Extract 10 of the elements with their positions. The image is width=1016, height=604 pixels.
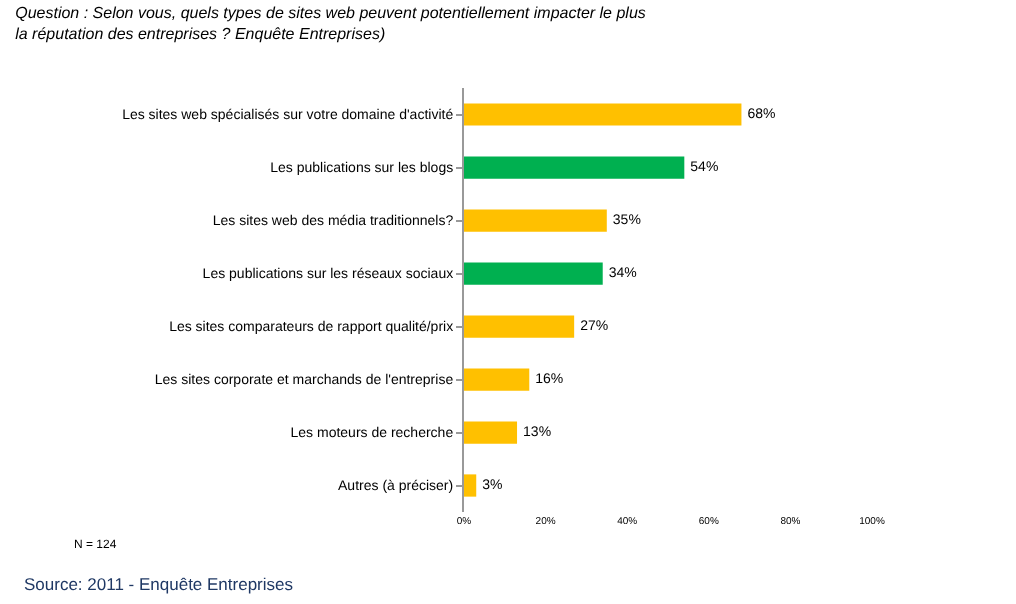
- bar: [464, 262, 603, 285]
- source-note: Source: 2011 - Enquête Entreprises: [24, 574, 294, 594]
- bar: [464, 103, 742, 126]
- bar: [464, 315, 575, 338]
- bar: [464, 421, 518, 444]
- bar: [464, 474, 477, 497]
- text: Question : Selon vous, quels types de sites web peuvent potentiellement impacter le plus la réputation des entreprises ? Enquête Entreprises): [15, 4, 646, 43]
- bar: [464, 368, 530, 391]
- bar: [464, 156, 685, 179]
- bar: [464, 209, 607, 232]
